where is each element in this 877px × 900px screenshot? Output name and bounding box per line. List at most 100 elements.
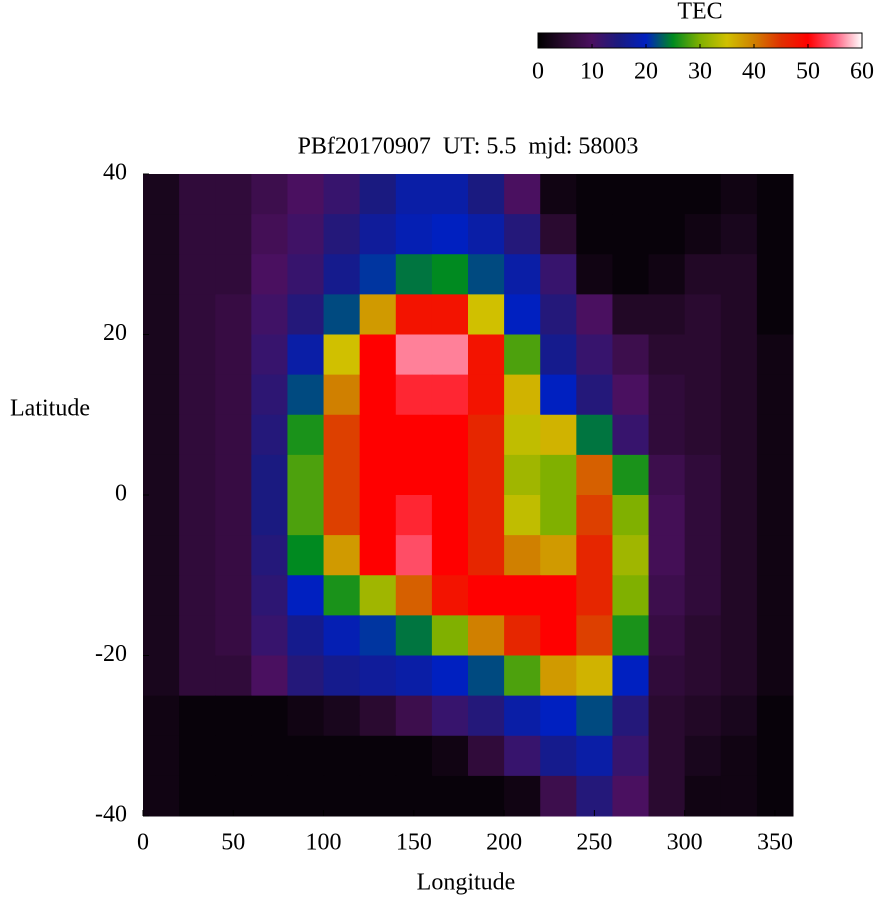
heat-cell bbox=[684, 414, 722, 456]
heat-cell bbox=[468, 414, 505, 456]
heat-cell bbox=[756, 735, 794, 777]
heat-cell bbox=[143, 174, 180, 215]
heat-cell bbox=[359, 414, 397, 456]
heat-cell bbox=[215, 535, 252, 576]
heat-cell bbox=[756, 655, 794, 697]
y-tick-label: 40 bbox=[103, 160, 127, 186]
heat-cell bbox=[287, 535, 325, 576]
heat-cell bbox=[323, 735, 361, 777]
heat-cell bbox=[179, 575, 216, 616]
heat-cell bbox=[395, 374, 433, 416]
heat-cell bbox=[215, 775, 252, 817]
heat-cell bbox=[143, 655, 180, 697]
heat-cell bbox=[648, 174, 686, 215]
heat-cell bbox=[215, 695, 252, 737]
heat-cell bbox=[215, 174, 252, 215]
heat-cell bbox=[612, 695, 650, 737]
heat-cell bbox=[287, 334, 325, 376]
heat-cell bbox=[359, 294, 397, 335]
heat-cell bbox=[287, 575, 325, 616]
heat-cell bbox=[720, 495, 758, 536]
heat-cell bbox=[215, 374, 252, 416]
heat-cell bbox=[504, 735, 541, 777]
heat-cell bbox=[251, 254, 288, 295]
heat-cell bbox=[287, 214, 325, 255]
heat-cell bbox=[540, 575, 577, 616]
heat-cell bbox=[648, 735, 686, 777]
heat-cell bbox=[143, 495, 180, 536]
heat-cell bbox=[143, 214, 180, 255]
heat-cell bbox=[756, 775, 794, 817]
heat-cell bbox=[648, 254, 686, 295]
x-tick-label: 50 bbox=[221, 830, 245, 856]
heat-cell bbox=[576, 454, 613, 496]
heat-cell bbox=[251, 414, 288, 456]
heat-cell bbox=[684, 775, 722, 817]
heat-cell bbox=[431, 454, 469, 496]
heat-cell bbox=[179, 294, 216, 335]
heat-cell bbox=[720, 174, 758, 215]
heat-cell bbox=[287, 775, 325, 817]
heat-cell bbox=[504, 615, 541, 656]
heat-cell bbox=[143, 575, 180, 616]
heat-cell bbox=[215, 254, 252, 295]
heat-cell bbox=[143, 254, 180, 295]
heat-cell bbox=[143, 374, 180, 416]
heat-cell bbox=[504, 655, 541, 697]
heat-cell bbox=[684, 254, 722, 295]
heat-cell bbox=[468, 615, 505, 656]
heat-cell bbox=[576, 254, 613, 295]
heat-cell bbox=[576, 374, 613, 416]
colorbar-tick-label: 10 bbox=[580, 59, 604, 85]
heat-cell bbox=[648, 655, 686, 697]
heat-cell bbox=[648, 414, 686, 456]
heat-cell bbox=[648, 615, 686, 656]
heat-cell bbox=[612, 535, 650, 576]
heat-cell bbox=[215, 334, 252, 376]
heat-cell bbox=[359, 535, 397, 576]
heat-cell bbox=[576, 655, 613, 697]
heat-cell bbox=[395, 575, 433, 616]
x-axis-label: Longitude bbox=[417, 870, 516, 896]
heat-cell bbox=[756, 454, 794, 496]
heat-cell bbox=[576, 575, 613, 616]
heat-cell bbox=[756, 414, 794, 456]
heat-cell bbox=[431, 655, 469, 697]
heat-cell bbox=[540, 535, 577, 576]
heat-cell bbox=[540, 655, 577, 697]
heat-cell bbox=[612, 254, 650, 295]
heat-cell bbox=[684, 214, 722, 255]
heat-cell bbox=[756, 535, 794, 576]
heat-cell bbox=[756, 334, 794, 376]
heat-cell bbox=[576, 334, 613, 376]
heat-cell bbox=[612, 575, 650, 616]
heat-cell bbox=[576, 495, 613, 536]
heat-cell bbox=[648, 695, 686, 737]
heat-cell bbox=[323, 695, 361, 737]
heat-cell bbox=[359, 615, 397, 656]
heat-cell bbox=[251, 454, 288, 496]
heat-cell bbox=[684, 535, 722, 576]
heat-cell bbox=[395, 414, 433, 456]
heat-cell bbox=[143, 414, 180, 456]
heat-cell bbox=[576, 695, 613, 737]
heat-cell bbox=[251, 495, 288, 536]
heat-cell bbox=[359, 454, 397, 496]
heat-cell bbox=[648, 775, 686, 817]
heat-cell bbox=[684, 495, 722, 536]
heat-cell bbox=[504, 374, 541, 416]
heat-cell bbox=[504, 454, 541, 496]
heat-cell bbox=[179, 495, 216, 536]
heat-cell bbox=[648, 294, 686, 335]
heat-cell bbox=[359, 695, 397, 737]
heat-cell bbox=[504, 294, 541, 335]
heat-cell bbox=[684, 374, 722, 416]
heat-cell bbox=[648, 334, 686, 376]
heat-cell bbox=[395, 535, 433, 576]
heat-cell bbox=[395, 174, 433, 215]
colorbar-tick-label: 50 bbox=[796, 59, 820, 85]
heat-cell bbox=[395, 615, 433, 656]
heat-cell bbox=[540, 374, 577, 416]
heat-cell bbox=[287, 374, 325, 416]
y-axis-label: Latitude bbox=[10, 396, 90, 422]
